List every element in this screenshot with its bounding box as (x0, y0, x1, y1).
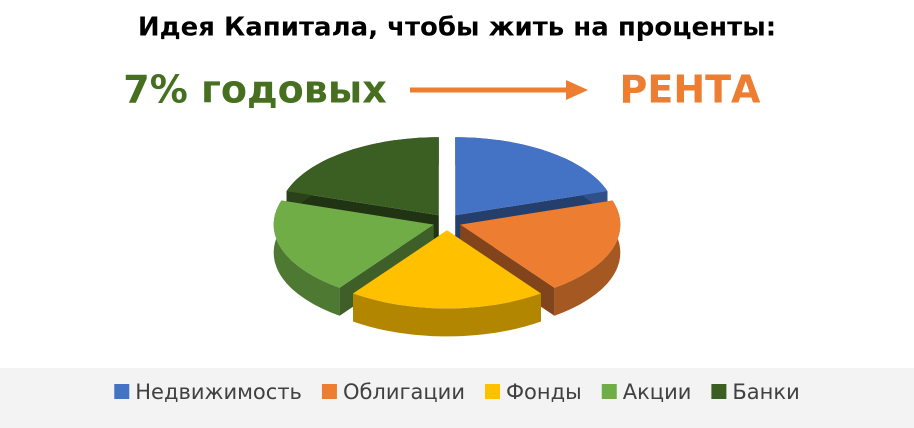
legend-label: Банки (732, 380, 799, 404)
legend: Недвижимость Облигации Фонды Акции Банки (114, 380, 800, 404)
legend-label: Недвижимость (135, 380, 302, 404)
slice-side (273, 200, 340, 316)
slice-side (353, 293, 541, 337)
slice (455, 137, 608, 216)
slice (460, 200, 621, 288)
slice (286, 137, 439, 216)
slice (353, 230, 541, 337)
slice (273, 200, 434, 288)
slice (353, 230, 541, 309)
legend-swatch (321, 384, 337, 399)
pie (273, 137, 621, 337)
chart-title: Идея Капитала, чтобы жить на проценты: (138, 13, 776, 43)
legend-swatch (711, 384, 727, 399)
legend-label: Акции (623, 380, 692, 404)
legend-swatch (114, 384, 130, 399)
slice-side (554, 200, 621, 316)
arrow-head (566, 80, 588, 100)
legend-swatch (484, 384, 500, 399)
annotation: 7% годовых (123, 68, 386, 112)
legend-label: Фонды (506, 380, 582, 404)
annotation: РЕНТА (620, 68, 762, 112)
legend-background (0, 368, 914, 428)
legend-swatch (601, 384, 617, 399)
legend-label: Облигации (343, 380, 465, 404)
